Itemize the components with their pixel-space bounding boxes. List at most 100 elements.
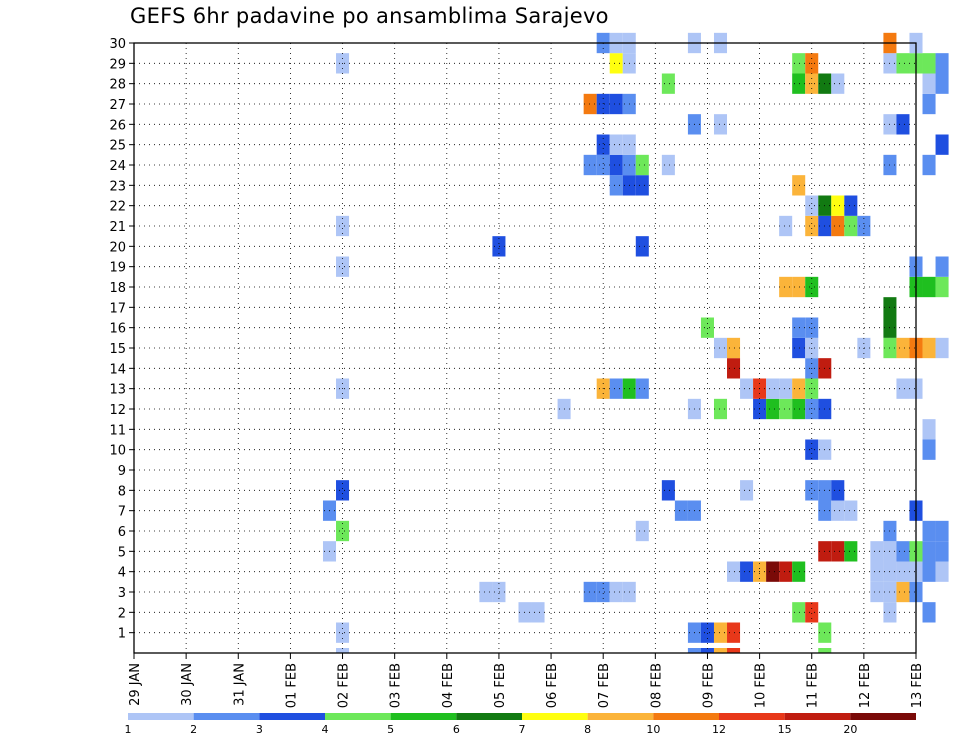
heatmap-cell bbox=[792, 378, 806, 399]
heatmap-cell bbox=[336, 520, 350, 542]
colorbar-label: 3 bbox=[256, 723, 263, 736]
y-tick-label: 17 bbox=[109, 301, 126, 316]
y-tick-label: 16 bbox=[109, 322, 126, 337]
heatmap-cell bbox=[792, 73, 806, 94]
colorbar-label: 4 bbox=[322, 723, 329, 736]
colorbar-label: 20 bbox=[843, 723, 857, 736]
heatmap-cell bbox=[700, 317, 714, 338]
y-tick-label: 10 bbox=[109, 444, 126, 459]
colorbar-label: 5 bbox=[387, 723, 394, 736]
heatmap-cell bbox=[700, 648, 714, 653]
colorbar-label: 1 bbox=[125, 723, 132, 736]
y-tick-label: 18 bbox=[109, 281, 126, 296]
y-tick-label: 23 bbox=[109, 179, 126, 194]
heatmap-cell bbox=[779, 398, 793, 420]
heatmap-cell bbox=[609, 154, 623, 176]
heatmap-cell bbox=[700, 622, 714, 643]
y-tick-label: 28 bbox=[109, 78, 126, 93]
y-tick-label: 26 bbox=[109, 118, 126, 133]
x-tick-label: 07 FEB bbox=[597, 663, 612, 708]
y-tick-label: 7 bbox=[118, 505, 126, 520]
y-tick-label: 25 bbox=[109, 139, 126, 154]
y-tick-label: 8 bbox=[118, 484, 126, 499]
heatmap-cell bbox=[336, 622, 350, 643]
heatmap-cell bbox=[922, 602, 936, 623]
colorbar-label: 8 bbox=[584, 723, 591, 736]
colorbar-label: 7 bbox=[519, 723, 526, 736]
colorbar-swatch bbox=[390, 713, 457, 720]
heatmap-cell bbox=[492, 236, 506, 257]
heatmap-cell bbox=[922, 520, 936, 542]
colorbar-swatch bbox=[653, 713, 719, 720]
y-tick-label: 4 bbox=[118, 566, 126, 581]
y-tick-label: 30 bbox=[109, 37, 126, 52]
x-tick-label: 02 FEB bbox=[337, 663, 352, 708]
heatmap-cell bbox=[805, 439, 819, 460]
heatmap-cell bbox=[713, 622, 728, 643]
heatmap-cell bbox=[740, 378, 754, 399]
colorbar-label: 2 bbox=[190, 723, 197, 736]
x-tick-label: 30 JAN bbox=[180, 663, 195, 706]
heatmap-cell bbox=[792, 276, 806, 298]
heatmap-cell bbox=[792, 317, 806, 338]
x-tick-label: 31 JAN bbox=[232, 663, 247, 706]
heatmap-cell bbox=[779, 276, 793, 298]
heatmap-cell bbox=[687, 648, 701, 653]
heatmap-cell bbox=[336, 648, 350, 653]
heatmap-cell bbox=[766, 398, 780, 420]
heatmap-cell bbox=[779, 561, 793, 582]
x-tick-label: 09 FEB bbox=[701, 663, 716, 708]
heatmap-cell bbox=[713, 114, 728, 135]
y-tick-label: 11 bbox=[109, 423, 126, 438]
heatmap-cell bbox=[792, 337, 806, 359]
y-tick-label: 27 bbox=[109, 98, 126, 113]
heatmap-cell bbox=[922, 419, 936, 440]
heatmap-cell bbox=[635, 378, 649, 399]
heatmap-cell bbox=[336, 215, 350, 237]
heatmap-cell bbox=[831, 541, 845, 562]
heatmap-cell bbox=[609, 581, 623, 603]
heatmap-cell bbox=[727, 648, 741, 653]
heatmap-cell bbox=[922, 53, 936, 74]
x-tick-label: 29 JAN bbox=[128, 663, 143, 706]
heatmap-cell bbox=[661, 73, 675, 94]
heatmap-cell bbox=[779, 215, 793, 237]
heatmap-cell bbox=[727, 622, 741, 643]
heatmap-cell bbox=[635, 236, 649, 257]
heatmap-cell bbox=[935, 520, 949, 542]
x-tick-label: 01 FEB bbox=[284, 663, 299, 708]
y-tick-label: 5 bbox=[118, 545, 126, 560]
data-cells bbox=[322, 32, 949, 653]
x-tick-label: 05 FEB bbox=[493, 663, 508, 708]
heatmap-cell bbox=[635, 154, 649, 176]
x-tick-label: 08 FEB bbox=[649, 663, 664, 708]
heatmap-cell bbox=[831, 215, 845, 237]
heatmap-cell bbox=[896, 541, 910, 562]
heatmap-cell bbox=[870, 581, 884, 603]
heatmap-cell bbox=[609, 175, 623, 196]
y-tick-label: 13 bbox=[109, 383, 126, 398]
x-tick-label: 04 FEB bbox=[441, 663, 456, 708]
colorbar-swatch bbox=[325, 713, 391, 720]
colorbar-swatch bbox=[522, 713, 588, 720]
heatmap-cell bbox=[896, 378, 910, 399]
heatmap-cell bbox=[922, 276, 936, 298]
colorbar-swatch bbox=[719, 713, 785, 720]
heatmap-cell bbox=[870, 561, 884, 582]
heatmap-cell bbox=[727, 561, 741, 582]
y-tick-label: 6 bbox=[118, 525, 126, 540]
heatmap-cell bbox=[896, 114, 910, 135]
heatmap-cell bbox=[831, 195, 845, 216]
heatmap-cell bbox=[896, 53, 910, 74]
colorbar-label: 10 bbox=[646, 723, 660, 736]
y-tick-label: 15 bbox=[109, 342, 126, 357]
heatmap-cell bbox=[935, 256, 949, 277]
y-axis: 1234567891011121314151617181920212223242… bbox=[109, 37, 134, 642]
heatmap-cell bbox=[792, 175, 806, 196]
heatmap-cell bbox=[583, 154, 597, 176]
y-tick-label: 12 bbox=[109, 403, 126, 418]
x-tick-label: 10 FEB bbox=[754, 663, 769, 708]
heatmap-cell bbox=[805, 215, 819, 237]
heatmap-cell bbox=[922, 337, 936, 359]
